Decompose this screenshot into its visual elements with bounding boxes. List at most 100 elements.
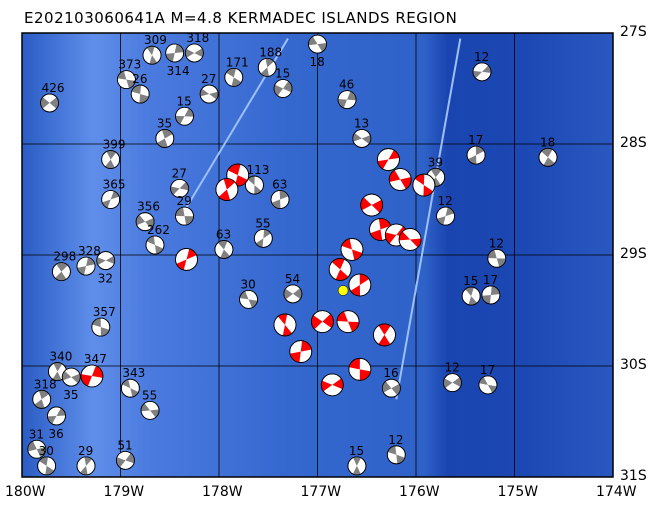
focal-mechanism bbox=[61, 367, 81, 387]
event-depth-label: 26 bbox=[132, 72, 147, 86]
event-depth-label: 46 bbox=[339, 78, 354, 92]
focal-mechanism bbox=[175, 106, 194, 126]
focal-mechanism bbox=[199, 84, 219, 104]
focal-mechanism bbox=[381, 378, 401, 398]
event-depth-label: 12 bbox=[474, 50, 489, 64]
focal-mechanism bbox=[214, 240, 234, 259]
focal-mechanism bbox=[273, 79, 293, 98]
event-depth-label: 15 bbox=[463, 274, 478, 288]
event-depth-label: 63 bbox=[272, 178, 287, 192]
event-depth-label: 399 bbox=[103, 138, 126, 152]
focal-mechanism bbox=[239, 289, 258, 309]
focal-mechanism bbox=[175, 206, 194, 226]
event-depth-label: 31 bbox=[29, 427, 44, 441]
event-depth-label: 328 bbox=[78, 244, 101, 258]
focal-mechanism bbox=[348, 357, 372, 381]
focal-mechanism bbox=[348, 273, 372, 297]
event-depth-label: 18 bbox=[310, 55, 325, 69]
map-frame bbox=[21, 32, 614, 478]
event-depth-label: 27 bbox=[201, 72, 216, 86]
event-depth-label: 309 bbox=[144, 33, 167, 47]
focal-mechanism bbox=[283, 284, 303, 304]
focal-mechanism bbox=[340, 238, 364, 261]
focal-mechanism bbox=[487, 248, 507, 268]
focal-mechanism bbox=[377, 148, 400, 171]
event-depth-label: 343 bbox=[122, 366, 145, 380]
event-depth-label: 36 bbox=[48, 427, 63, 441]
focal-mechanism bbox=[130, 84, 150, 104]
focal-mechanism bbox=[32, 389, 52, 409]
focal-mechanism bbox=[311, 310, 334, 334]
focal-mechanism bbox=[40, 93, 59, 113]
focal-mechanism bbox=[47, 406, 66, 426]
event-depth-label: 29 bbox=[78, 444, 93, 458]
event-depth-label: 426 bbox=[42, 81, 65, 95]
focal-mechanism bbox=[145, 235, 165, 255]
lat-tick-label: 30S bbox=[620, 357, 647, 373]
focal-mechanism bbox=[52, 262, 71, 282]
focal-mechanism bbox=[117, 70, 136, 90]
focal-mechanism bbox=[257, 58, 277, 77]
event-depth-label: 17 bbox=[468, 133, 483, 147]
lon-tick-label: 178W bbox=[202, 484, 243, 500]
event-depth-label: 262 bbox=[147, 223, 170, 237]
focal-mechanism bbox=[80, 364, 104, 388]
focal-mechanism bbox=[308, 34, 327, 54]
focal-mechanism bbox=[478, 375, 498, 395]
focal-mechanism bbox=[165, 43, 185, 63]
event-depth-label: 35 bbox=[63, 388, 78, 402]
focal-mechanism bbox=[481, 285, 501, 305]
focal-mechanism bbox=[76, 456, 96, 476]
focal-mechanism bbox=[388, 168, 412, 191]
focal-mechanism bbox=[120, 378, 140, 398]
focal-mechanism bbox=[328, 258, 352, 281]
focal-mechanism bbox=[96, 251, 116, 270]
event-depth-label: 318 bbox=[186, 31, 209, 45]
focal-mechanism bbox=[140, 400, 160, 420]
focal-mechanism bbox=[101, 150, 121, 169]
event-depth-label: 29 bbox=[177, 194, 192, 208]
focal-mechanism bbox=[116, 450, 135, 470]
focal-mechanism bbox=[461, 286, 481, 306]
lon-tick-label: 175W bbox=[497, 484, 539, 500]
event-depth-label: 318 bbox=[34, 377, 57, 391]
focal-mechanism bbox=[270, 190, 290, 209]
event-depth-label: 314 bbox=[167, 64, 190, 78]
focal-mechanism bbox=[215, 178, 239, 201]
event-depth-label: 32 bbox=[98, 272, 113, 286]
event-depth-label: 12 bbox=[489, 236, 504, 250]
event-depth-label: 365 bbox=[103, 178, 126, 192]
event-depth-label: 298 bbox=[53, 250, 76, 264]
event-depth-label: 356 bbox=[137, 200, 160, 214]
lon-tick-label: 177W bbox=[300, 484, 342, 500]
event-depth-label: 18 bbox=[540, 135, 555, 149]
event-depth-label: 340 bbox=[49, 350, 72, 364]
focal-mechanism bbox=[253, 228, 273, 248]
focal-mechanism bbox=[37, 456, 57, 476]
event-depth-label: 373 bbox=[118, 58, 141, 72]
event-depth-label: 171 bbox=[226, 55, 249, 69]
event-depth-label: 55 bbox=[255, 216, 270, 230]
focal-mechanism bbox=[91, 317, 111, 337]
lon-tick-label: 180W bbox=[5, 484, 46, 500]
focal-mechanism bbox=[398, 228, 422, 251]
focal-mechanism bbox=[224, 68, 244, 87]
focal-mechanism bbox=[412, 173, 436, 197]
event-depth-label: 12 bbox=[438, 194, 453, 208]
event-depth-label: 188 bbox=[259, 45, 282, 59]
map-title: E202103060641A M=4.8 KERMADEC ISLANDS RE… bbox=[24, 9, 458, 27]
event-depth-label: 13 bbox=[354, 116, 369, 130]
focal-mechanism bbox=[472, 62, 492, 82]
focal-mechanism bbox=[289, 340, 313, 363]
focal-mechanism bbox=[386, 445, 406, 465]
lat-tick-label: 31S bbox=[620, 468, 647, 484]
event-depth-label: 55 bbox=[142, 388, 157, 402]
focal-mechanism bbox=[443, 373, 462, 393]
event-depth-label: 35 bbox=[157, 116, 172, 130]
focal-mechanism bbox=[320, 373, 344, 397]
focal-mechanism bbox=[76, 256, 96, 276]
lon-tick-label: 174W bbox=[596, 484, 637, 500]
lon-tick-label: 179W bbox=[103, 484, 145, 500]
